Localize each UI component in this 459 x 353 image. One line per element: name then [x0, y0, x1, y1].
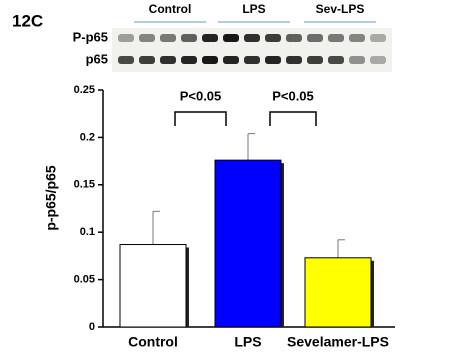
bar: [305, 258, 371, 327]
y-tick-label: 0.05: [74, 274, 95, 286]
band: [139, 56, 155, 64]
y-tick-label: 0.1: [80, 226, 95, 238]
band: [265, 34, 281, 42]
x-tick-label: Control: [128, 334, 178, 350]
band: [202, 56, 218, 64]
band: [244, 56, 260, 64]
band: [160, 34, 176, 42]
band: [286, 56, 302, 64]
band: [370, 56, 386, 64]
y-axis-label: p-p65/p65: [43, 165, 59, 231]
band: [349, 34, 365, 42]
significance-bracket: [175, 112, 226, 126]
band: [307, 56, 323, 64]
band: [265, 56, 281, 64]
blot-row-label: P-p65: [73, 29, 108, 44]
blot-group-label: LPS: [242, 2, 265, 16]
significance-label: P<0.05: [272, 88, 314, 103]
band: [328, 34, 344, 42]
bar: [120, 245, 186, 327]
western-blot: [112, 28, 392, 72]
x-tick-label: Sevelamer-LPS: [287, 334, 389, 350]
band: [349, 56, 365, 64]
y-tick-label: 0.25: [74, 84, 95, 96]
bar: [215, 160, 281, 327]
band: [181, 56, 197, 64]
x-tick-label: LPS: [234, 334, 261, 350]
y-tick-label: 0.2: [80, 131, 95, 143]
band: [118, 34, 134, 42]
figure-label: 12C: [12, 11, 43, 30]
band: [244, 34, 260, 42]
band: [139, 34, 155, 42]
band: [202, 34, 218, 42]
y-tick-label: 0: [89, 321, 95, 333]
band: [223, 34, 239, 42]
blot-group-label: Sev-LPS: [316, 2, 365, 16]
band: [118, 56, 134, 64]
band: [181, 34, 197, 42]
band: [328, 56, 344, 64]
band: [223, 56, 239, 64]
significance-label: P<0.05: [180, 88, 222, 103]
significance-bracket: [270, 112, 316, 126]
band: [160, 56, 176, 64]
band: [307, 34, 323, 42]
figure: 12C Control LPS Sev-LPS P-p65 p65 0 0.05 0.1 0.1…: [0, 0, 459, 353]
blot-row-label: p65: [86, 51, 108, 66]
band: [370, 34, 386, 42]
y-tick-label: 0.15: [74, 179, 95, 191]
band: [286, 34, 302, 42]
blot-group-label: Control: [149, 2, 192, 16]
